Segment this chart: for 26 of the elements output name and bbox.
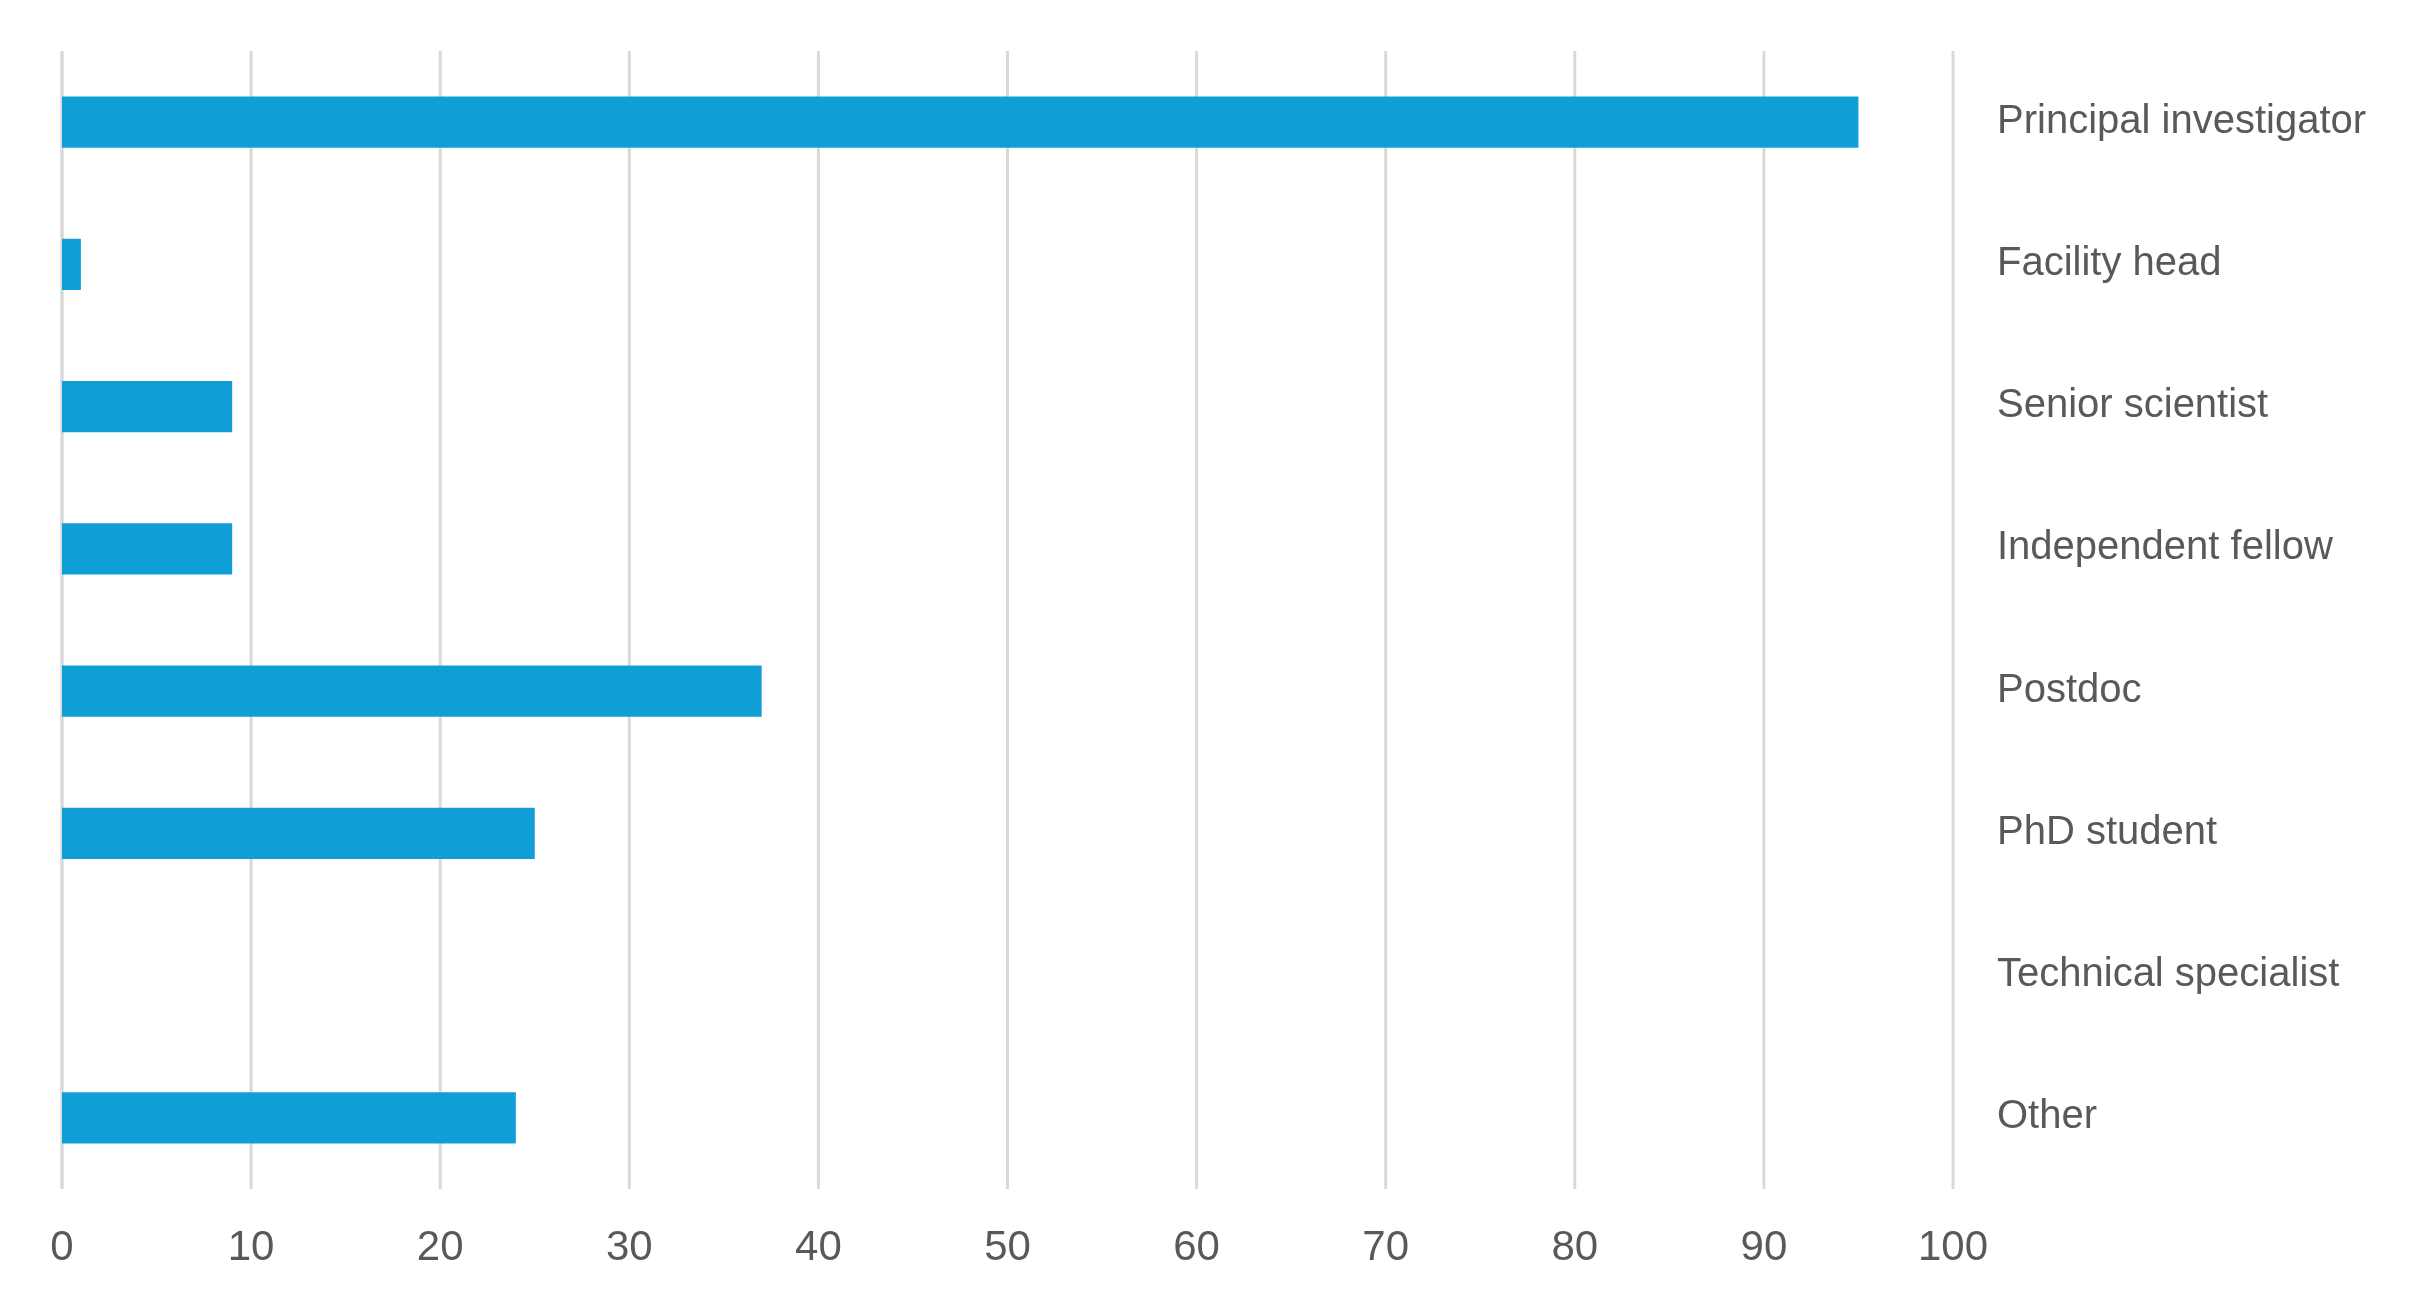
bar — [62, 665, 762, 717]
bar — [62, 238, 81, 290]
bar — [62, 807, 535, 859]
x-tick-label: 0 — [50, 1222, 74, 1270]
x-tick-label: 100 — [1917, 1222, 1989, 1270]
x-tick-label: 70 — [1362, 1222, 1410, 1270]
y-tick-label: Independent fellow — [1997, 523, 2333, 568]
x-tick-label: 80 — [1551, 1222, 1599, 1270]
bar — [62, 96, 1859, 148]
x-tick-label: 50 — [984, 1222, 1031, 1270]
x-tick-label: 10 — [227, 1222, 275, 1270]
y-tick-label: Facility head — [1997, 238, 2222, 283]
x-tick-label: 20 — [416, 1222, 464, 1270]
y-tick-label: Technical specialist — [1997, 950, 2340, 995]
x-tick-label: 90 — [1740, 1222, 1788, 1270]
x-tick-label: 30 — [605, 1222, 653, 1270]
x-tick-label: 60 — [1173, 1222, 1220, 1270]
y-tick-label: PhD student — [1997, 807, 2218, 852]
y-tick-label: Other — [1997, 1092, 2098, 1137]
x-tick-label: 40 — [795, 1222, 842, 1270]
y-tick-label: Senior scientist — [1997, 381, 2269, 426]
bar — [62, 1092, 516, 1144]
y-tick-label: Principal investigator — [1997, 96, 2367, 141]
bar — [62, 523, 233, 575]
y-tick-label: Postdoc — [1997, 665, 2142, 710]
bar — [62, 381, 233, 433]
